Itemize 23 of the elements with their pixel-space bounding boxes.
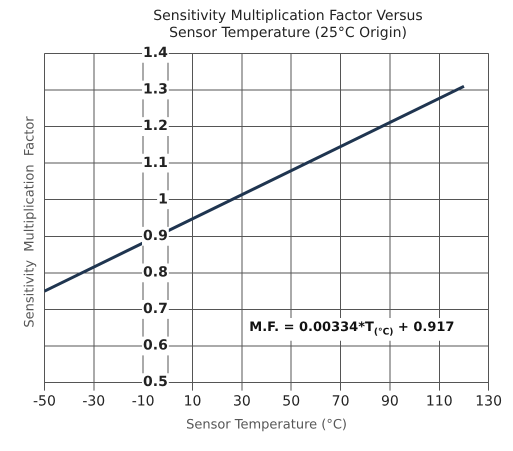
- x-tick-label: 10: [184, 394, 202, 410]
- y-tick-label: 1: [158, 191, 168, 208]
- x-tick-label: -10: [132, 394, 155, 410]
- y-tick-label: 1.3: [143, 82, 168, 98]
- x-tick-label: 130: [475, 394, 502, 410]
- y-axis-title: Sensitivity Multiplication Factor: [22, 116, 38, 328]
- x-axis-title: Sensor Temperature (°C): [186, 418, 347, 433]
- y-tick-label: 1.4: [143, 45, 168, 62]
- chart-title: Sensitivity Multiplication Factor Versus Sensor Temperature (25°C Origin): [152, 8, 424, 42]
- y-tick-label: 0.5: [143, 374, 168, 390]
- x-tick-label: 110: [426, 394, 453, 410]
- y-tick-label: 1.1: [143, 154, 168, 171]
- x-tick-label: -50: [32, 394, 56, 410]
- y-tick-label: 1.2: [143, 118, 168, 134]
- y-tick-label: 0.6: [143, 338, 168, 354]
- x-tick-label: -30: [82, 394, 106, 410]
- x-tick-label: 70: [332, 394, 350, 410]
- x-tick-label: 90: [381, 394, 399, 410]
- y-tick-label: 0.8: [143, 264, 168, 281]
- x-tick-label: 30: [232, 394, 251, 410]
- y-tick-label: 0.9: [143, 228, 168, 244]
- y-tick-label: 0.7: [143, 301, 168, 318]
- x-tick-label: 50: [282, 394, 300, 410]
